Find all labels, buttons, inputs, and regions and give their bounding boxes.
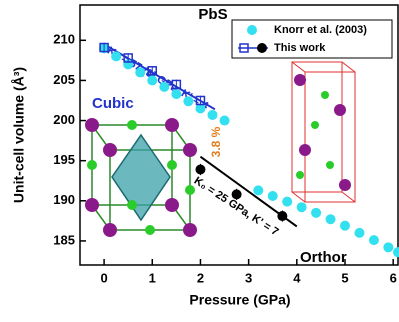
data-point: [369, 235, 379, 245]
data-point: [220, 116, 230, 126]
data-point: [183, 96, 193, 106]
y-tick-label: 205: [53, 72, 75, 87]
data-point: [393, 247, 399, 257]
data-point: [208, 110, 218, 120]
x-tick-label: 6: [390, 270, 397, 285]
orthorhombic-crystal: [292, 62, 355, 202]
data-point: [159, 82, 169, 92]
data-point: [311, 208, 321, 218]
legend-marker: [257, 43, 267, 53]
x-tick-label: 3: [245, 270, 252, 285]
y-tick-label: 195: [53, 152, 75, 167]
y-tick-label: 210: [53, 32, 75, 47]
annotation: Cubic: [92, 95, 134, 112]
legend-label: This work: [274, 42, 326, 54]
cubic-crystal: [92, 125, 190, 230]
data-point: [135, 67, 145, 77]
chart: PbS Pressure (GPa) Unit-cell volume (Å³)…: [0, 0, 399, 322]
annotation: 3.8 %: [209, 126, 223, 157]
x-tick-label: 0: [100, 270, 107, 285]
data-point: [354, 228, 364, 238]
data-point: [277, 211, 287, 221]
data-point: [282, 197, 292, 207]
data-point: [171, 89, 181, 99]
y-tick-label: 185: [53, 232, 75, 247]
x-axis-label: Pressure (GPa): [189, 292, 290, 308]
data-point: [253, 185, 263, 195]
data-point: [297, 202, 307, 212]
x-tick-label: 4: [293, 270, 301, 285]
y-tick-label: 190: [53, 192, 75, 207]
data-point: [111, 51, 121, 61]
y-axis-label: Unit-cell volume (Å³): [11, 67, 27, 203]
data-point: [383, 242, 393, 252]
x-tick-label: 2: [197, 270, 204, 285]
data-point: [147, 75, 157, 85]
annotation: Orthor: [300, 249, 347, 266]
y-tick-label: 200: [53, 112, 75, 127]
data-point: [340, 221, 350, 231]
legend-marker: [247, 25, 257, 35]
legend-label: Knorr et al. (2003): [274, 24, 367, 36]
annotation: K₀ = 25 GPa, K' = 7: [192, 175, 281, 238]
x-tick-label: 5: [341, 270, 348, 285]
chart-title: PbS: [198, 6, 227, 23]
data-point: [268, 191, 278, 201]
data-point: [326, 214, 336, 224]
data-point: [232, 189, 242, 199]
data-point: [195, 165, 205, 175]
x-tick-label: 1: [149, 270, 156, 285]
